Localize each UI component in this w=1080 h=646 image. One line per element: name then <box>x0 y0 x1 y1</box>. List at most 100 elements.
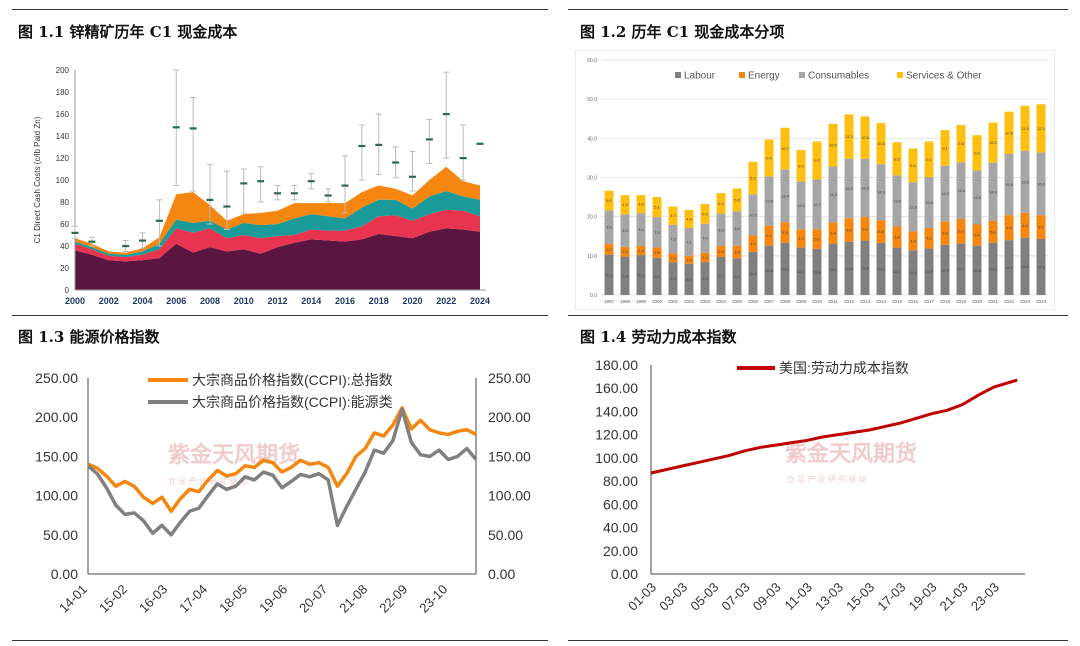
y-left-tick-label: 250.00 <box>35 370 78 386</box>
bar-labour <box>604 254 614 295</box>
y-tick-label: 20.00 <box>603 543 638 559</box>
bar-energy <box>732 245 742 259</box>
data-label: 8.5 <box>894 156 900 161</box>
area-layer-2 <box>75 209 480 262</box>
bar-consumables <box>1020 150 1030 213</box>
data-label: 5.1 <box>654 205 660 210</box>
x-tick-label: 2004 <box>716 299 727 304</box>
bar-services-other <box>972 135 982 171</box>
bar-services-other <box>876 123 886 165</box>
data-label: 5.0 <box>606 198 612 203</box>
rule-top-left <box>12 9 548 10</box>
x-tick-label: 2003 <box>700 299 711 304</box>
data-label: 5.4 <box>974 233 980 238</box>
data-label: 5.0 <box>702 211 708 216</box>
y-tick-label: 60.0 <box>587 58 597 64</box>
bar-labour <box>1020 237 1030 295</box>
chart1-zinc-c1-cost: 0 20 40 60 80 100 120 140 160 180 200 2000 2002 2004 2… <box>33 66 490 306</box>
error-mean-marker <box>341 184 349 187</box>
data-label: 12.3 <box>1037 126 1046 131</box>
series-line <box>86 407 478 537</box>
bar-energy <box>908 231 918 251</box>
data-label: 13.2 <box>957 267 966 272</box>
bar-labour <box>636 255 646 295</box>
bar-consumables <box>956 162 966 220</box>
bar-energy <box>924 228 934 249</box>
y-tick-label: 10.0 <box>587 254 597 260</box>
data-label: 10.9 <box>829 143 838 148</box>
bar-consumables <box>844 158 854 219</box>
x-tick-label: 2000 <box>65 296 85 306</box>
data-label: 12.7 <box>813 202 822 207</box>
legend-label: Energy <box>748 71 780 82</box>
chart3-title: 图 1.3 能源价格指数 <box>18 328 160 346</box>
data-label: 4.8 <box>910 238 916 243</box>
series-line <box>87 406 477 514</box>
x-tick-label: 2010 <box>234 296 254 306</box>
rule-mid-left <box>12 315 548 316</box>
bar-services-other <box>764 139 774 177</box>
y-tick-label: 80.00 <box>603 473 638 489</box>
bar-consumables <box>764 176 774 226</box>
bar-consumables <box>620 214 630 247</box>
x-tick-label: 2022 <box>1004 299 1015 304</box>
error-mean-marker <box>425 138 433 141</box>
data-label: 13.6 <box>845 266 854 271</box>
bar-consumables <box>684 228 694 256</box>
bar-services-other <box>1004 111 1014 154</box>
data-label: 9.7 <box>814 158 820 163</box>
bar-labour <box>1036 238 1046 295</box>
y-tick-label: 20 <box>60 264 69 273</box>
data-label: 8.4 <box>638 227 644 232</box>
bar-consumables <box>604 210 614 245</box>
y-left-tick-label: 0.00 <box>51 566 78 582</box>
data-label: 12.6 <box>973 268 982 273</box>
error-mean-marker <box>189 127 197 130</box>
bar-labour <box>684 263 694 295</box>
watermark-logo-text: 紫金天风期货 <box>785 441 917 466</box>
bar-energy <box>1036 215 1046 239</box>
y-tick-label: 180 <box>56 88 70 97</box>
data-label: 2.4 <box>702 255 708 260</box>
x-tick-label: 2013 <box>860 299 871 304</box>
data-label: 2.3 <box>638 248 644 253</box>
data-label: 5.2 <box>718 201 724 206</box>
data-label: 13.8 <box>973 195 982 200</box>
data-label: 4.6 <box>686 217 692 222</box>
x-tick-label: 21-03 <box>937 580 971 614</box>
data-label: 14.9 <box>861 185 870 190</box>
data-label: 12.2 <box>797 203 806 208</box>
legend-swatch <box>739 72 745 78</box>
x-tick-label: 18-05 <box>216 582 250 616</box>
bar-labour <box>748 251 758 295</box>
chart4-title: 图 1.4 劳动力成本指数 <box>580 328 737 346</box>
data-label: 11.9 <box>925 269 933 274</box>
bar-services-other <box>1036 104 1046 153</box>
bar-energy <box>860 217 870 241</box>
bar-labour <box>844 241 854 295</box>
error-mean-marker <box>155 219 163 222</box>
data-label: 8.3 <box>622 228 628 233</box>
data-label: 2.0 <box>686 257 692 262</box>
y-left-tick-label: 200.00 <box>35 409 78 425</box>
bar-labour <box>716 257 726 295</box>
y-tick-label: 180.00 <box>595 357 638 373</box>
data-label: 10.3 <box>605 272 614 277</box>
y-axis-label: C1 Direct Cash Costs (c/lb Paid Zn) <box>33 116 42 243</box>
x-tick-label: 2015 <box>892 299 903 304</box>
bar-consumables <box>1004 154 1014 216</box>
data-label: 14.9 <box>989 189 998 194</box>
bar-labour <box>652 257 662 295</box>
error-mean-marker <box>223 205 231 208</box>
data-label: 8.6 <box>910 163 916 168</box>
data-label: 2.7 <box>606 247 612 252</box>
data-label: 7.8 <box>654 230 660 235</box>
legend-label: Consumables <box>808 71 869 82</box>
data-label: 10.8 <box>861 135 870 140</box>
bar-services-other <box>892 142 902 176</box>
bar-labour <box>940 244 950 295</box>
bar-labour <box>700 262 710 295</box>
data-label: 2.6 <box>654 250 660 255</box>
bar-consumables <box>924 177 934 229</box>
bar-labour <box>956 243 966 295</box>
